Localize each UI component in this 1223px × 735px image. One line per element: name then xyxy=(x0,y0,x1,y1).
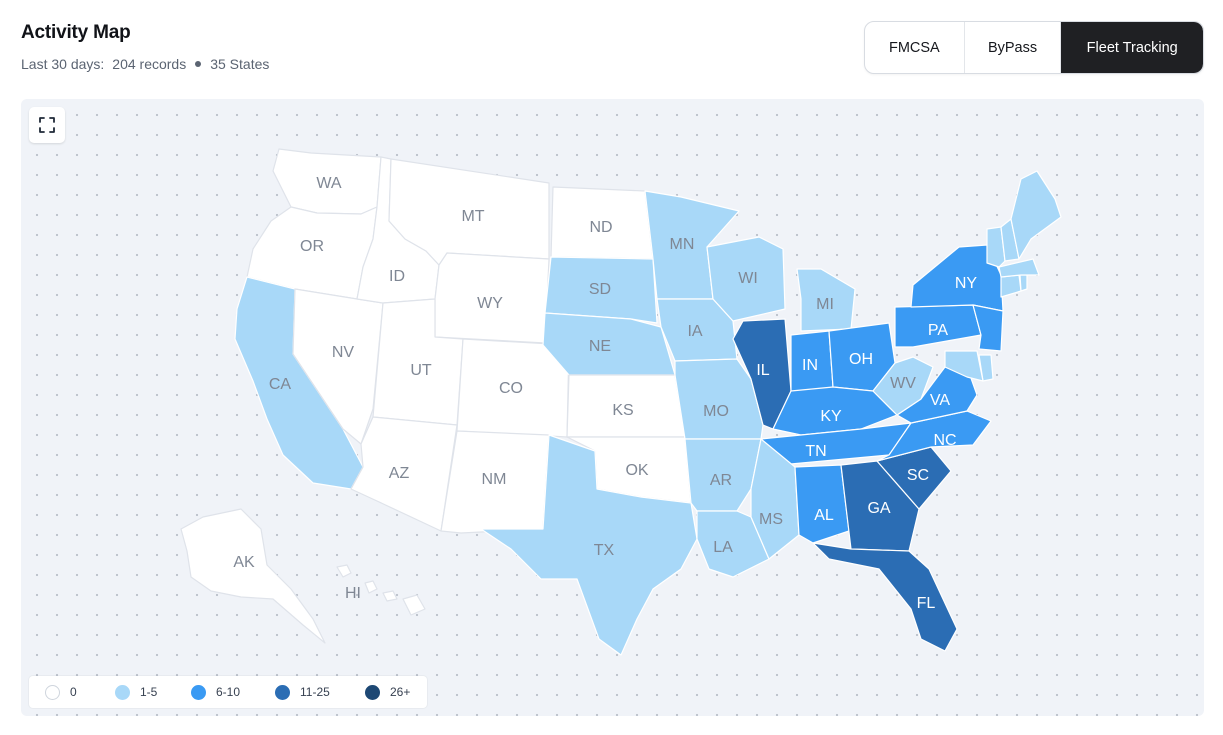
separator-dot xyxy=(195,61,202,67)
state-me[interactable] xyxy=(1010,170,1062,260)
state-label-oh: OH xyxy=(849,351,873,368)
state-label-ok: OK xyxy=(625,462,648,479)
source-tabs: FMCSA ByPass Fleet Tracking xyxy=(864,21,1204,74)
states-count: 35 States xyxy=(210,56,270,72)
legend-item: 11-25 xyxy=(275,684,365,700)
state-label-pa: PA xyxy=(928,322,948,339)
state-label-la: LA xyxy=(713,539,733,556)
state-label-ky: KY xyxy=(820,408,842,425)
summary-line: Last 30 days: 204 records 35 States xyxy=(21,56,269,72)
state-ri[interactable] xyxy=(1019,274,1028,292)
map-legend: 0 1-5 6-10 11-25 26+ xyxy=(29,676,427,708)
state-ct[interactable] xyxy=(1000,274,1022,298)
fullscreen-icon xyxy=(39,117,55,133)
state-label-mo: MO xyxy=(703,403,729,420)
legend-swatch-0 xyxy=(45,684,60,700)
state-ga[interactable] xyxy=(840,460,920,552)
legend-label: 26+ xyxy=(390,685,411,699)
state-label-wa: WA xyxy=(316,175,342,192)
state-label-tx: TX xyxy=(594,542,615,559)
state-wv[interactable] xyxy=(872,356,934,416)
tab-fleet-tracking[interactable]: Fleet Tracking xyxy=(1060,22,1203,73)
state-label-va: VA xyxy=(930,392,950,409)
legend-swatch-4 xyxy=(365,684,380,700)
state-label-ny: NY xyxy=(955,275,978,292)
state-ma[interactable] xyxy=(998,258,1040,278)
state-sd[interactable] xyxy=(544,256,658,324)
state-label-il: IL xyxy=(756,362,769,379)
state-il[interactable] xyxy=(732,318,792,430)
state-label-ar: AR xyxy=(710,472,732,489)
legend-swatch-2 xyxy=(191,684,206,700)
legend-item: 1-5 xyxy=(115,684,191,700)
records-count: 204 records xyxy=(112,56,187,72)
state-label-id: ID xyxy=(389,268,405,285)
state-vt[interactable] xyxy=(986,226,1006,268)
state-label-hi: HI xyxy=(345,585,361,602)
activity-map: WA OR CA NV ID MT WY UT AZ CO NM ND SD NE KS OK TX MN IA MO… xyxy=(21,99,1204,716)
legend-item: 0 xyxy=(45,684,115,700)
state-label-ca: CA xyxy=(269,376,292,393)
state-md[interactable] xyxy=(944,350,984,382)
state-label-tn: TN xyxy=(805,443,826,460)
state-label-co: CO xyxy=(499,380,523,397)
state-label-mn: MN xyxy=(670,236,695,253)
legend-label: 0 xyxy=(70,685,77,699)
fullscreen-button[interactable] xyxy=(29,107,65,143)
state-nj[interactable] xyxy=(972,304,1004,352)
state-label-wv: WV xyxy=(890,375,916,392)
state-label-nc: NC xyxy=(933,432,956,449)
state-label-az: AZ xyxy=(389,465,410,482)
legend-item: 26+ xyxy=(365,684,411,700)
state-label-ks: KS xyxy=(612,402,633,419)
state-label-mi: MI xyxy=(816,296,834,313)
state-al[interactable] xyxy=(794,464,850,544)
state-label-sd: SD xyxy=(589,281,611,298)
state-ak[interactable] xyxy=(180,508,326,644)
state-wi[interactable] xyxy=(706,236,786,322)
state-label-nv: NV xyxy=(332,344,355,361)
state-label-al: AL xyxy=(814,507,834,524)
state-label-ia: IA xyxy=(687,323,702,340)
page-title: Activity Map xyxy=(21,22,131,43)
legend-label: 6-10 xyxy=(216,685,241,699)
state-mo[interactable] xyxy=(674,358,764,440)
state-label-wy: WY xyxy=(477,295,503,312)
state-label-ms: MS xyxy=(759,511,783,528)
legend-swatch-1 xyxy=(115,684,130,700)
us-map: WA OR CA NV ID MT WY UT AZ CO NM ND SD NE KS OK TX MN IA MO… xyxy=(180,148,1062,656)
legend-label: 1-5 xyxy=(140,685,158,699)
state-label-nd: ND xyxy=(589,219,612,236)
tab-bypass[interactable]: ByPass xyxy=(963,22,1061,73)
state-tx[interactable] xyxy=(480,434,698,656)
tab-fmcsa[interactable]: FMCSA xyxy=(888,39,940,56)
state-label-mt: MT xyxy=(461,208,484,225)
state-label-fl: FL xyxy=(917,595,936,612)
state-la[interactable] xyxy=(696,510,770,578)
state-label-ut: UT xyxy=(410,362,432,379)
state-label-in: IN xyxy=(802,357,818,374)
period-label: Last 30 days: xyxy=(21,56,105,72)
state-label-or: OR xyxy=(300,238,324,255)
legend-swatch-3 xyxy=(275,684,290,700)
state-az[interactable] xyxy=(350,416,458,532)
state-label-ne: NE xyxy=(589,338,611,355)
legend-label: 11-25 xyxy=(300,685,330,699)
state-label-wi: WI xyxy=(738,270,758,287)
state-label-ak: AK xyxy=(233,554,255,571)
state-label-ga: GA xyxy=(867,500,890,517)
state-label-sc: SC xyxy=(907,467,929,484)
legend-item: 6-10 xyxy=(191,684,275,700)
state-label-nm: NM xyxy=(482,471,507,488)
state-va[interactable] xyxy=(896,366,978,424)
state-fl[interactable] xyxy=(812,542,958,652)
state-hi[interactable] xyxy=(336,564,426,616)
